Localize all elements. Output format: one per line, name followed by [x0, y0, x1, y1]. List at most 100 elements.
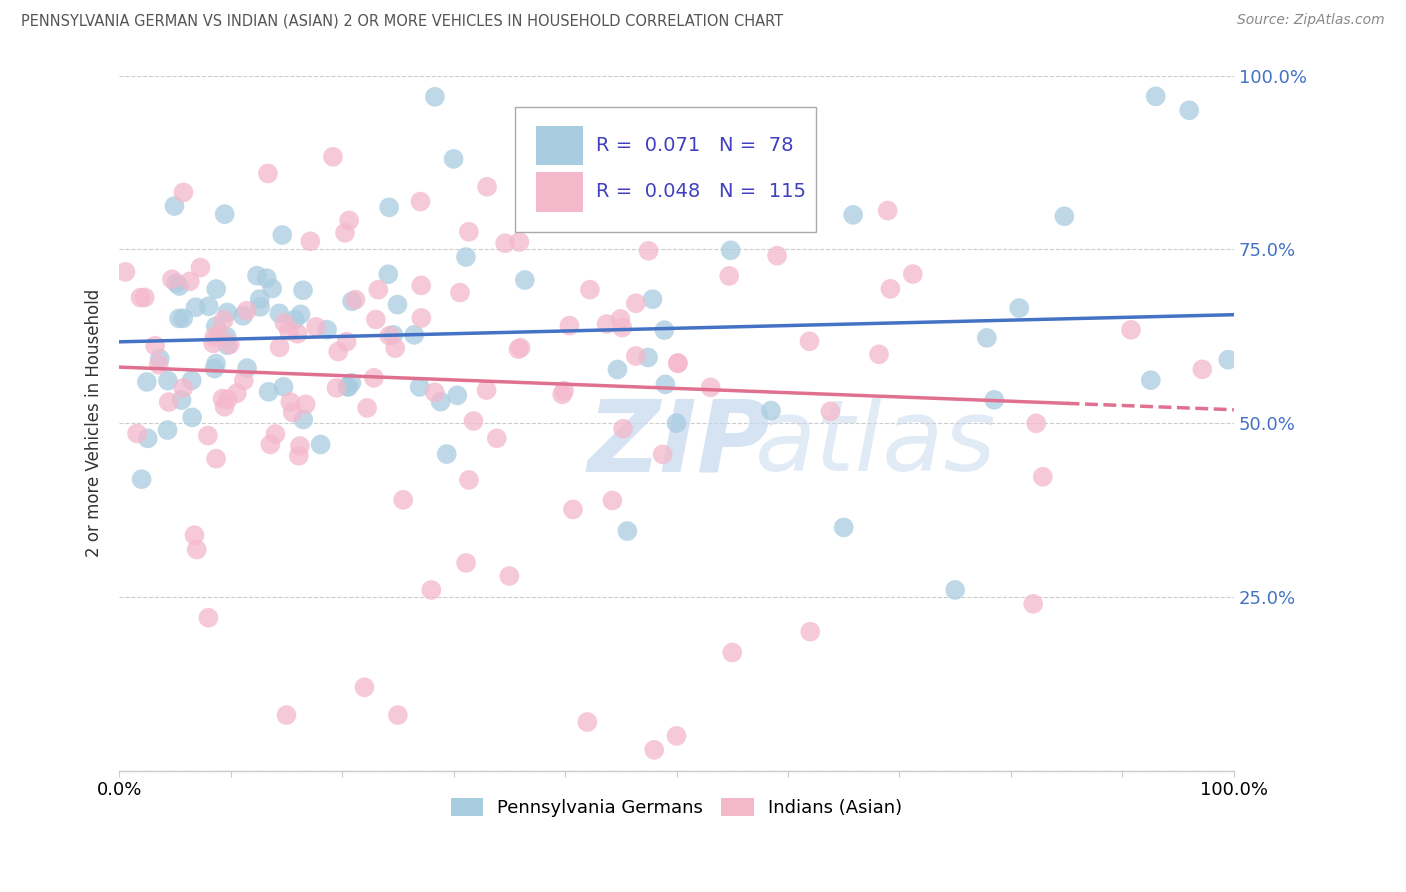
- Point: [666, 356, 689, 370]
- Point: [411, 278, 433, 293]
- Point: [114, 265, 136, 279]
- Point: [463, 414, 485, 428]
- Point: [353, 680, 375, 694]
- Point: [665, 416, 688, 430]
- Point: [832, 520, 855, 534]
- Point: [337, 380, 360, 394]
- Point: [316, 323, 339, 337]
- Point: [249, 292, 271, 306]
- Point: [190, 260, 212, 275]
- Point: [288, 449, 311, 463]
- Point: [204, 361, 226, 376]
- Point: [363, 371, 385, 385]
- Point: [169, 279, 191, 293]
- Point: [135, 375, 157, 389]
- Point: [720, 244, 742, 258]
- Point: [666, 356, 689, 370]
- Point: [643, 743, 665, 757]
- Point: [799, 624, 821, 639]
- Point: [553, 384, 575, 398]
- Point: [571, 189, 593, 203]
- Point: [382, 327, 405, 342]
- Point: [337, 213, 360, 227]
- Point: [202, 330, 225, 344]
- Point: [606, 362, 628, 376]
- Point: [1008, 301, 1031, 315]
- Point: [562, 502, 585, 516]
- Point: [1144, 89, 1167, 103]
- Point: [1032, 469, 1054, 483]
- Point: [180, 373, 202, 387]
- Point: [186, 542, 208, 557]
- Point: [156, 374, 179, 388]
- Point: [129, 291, 152, 305]
- Point: [378, 200, 401, 214]
- Point: [759, 403, 782, 417]
- Point: [172, 311, 194, 326]
- Point: [494, 236, 516, 251]
- Point: [766, 249, 789, 263]
- Point: [637, 351, 659, 365]
- Point: [508, 342, 530, 356]
- Point: [392, 492, 415, 507]
- FancyBboxPatch shape: [515, 107, 815, 232]
- Point: [551, 387, 574, 401]
- Point: [281, 405, 304, 419]
- Point: [148, 358, 170, 372]
- Point: [214, 207, 236, 221]
- Point: [624, 296, 647, 310]
- Point: [325, 381, 347, 395]
- Text: Source: ZipAtlas.com: Source: ZipAtlas.com: [1237, 13, 1385, 28]
- Point: [284, 312, 307, 326]
- Point: [1178, 103, 1201, 118]
- Point: [256, 271, 278, 285]
- Text: atlas: atlas: [755, 395, 997, 492]
- Point: [641, 292, 664, 306]
- Point: [576, 714, 599, 729]
- Point: [513, 273, 536, 287]
- Point: [125, 426, 148, 441]
- Point: [377, 267, 399, 281]
- Point: [208, 326, 231, 341]
- Point: [269, 340, 291, 354]
- Point: [876, 203, 898, 218]
- Point: [1140, 373, 1163, 387]
- Point: [609, 312, 631, 326]
- Point: [485, 431, 508, 445]
- Point: [246, 268, 269, 283]
- Point: [976, 331, 998, 345]
- Point: [429, 394, 451, 409]
- Y-axis label: 2 or more Vehicles in Household: 2 or more Vehicles in Household: [86, 289, 103, 558]
- Point: [249, 300, 271, 314]
- Point: [217, 392, 239, 407]
- Point: [612, 320, 634, 334]
- Point: [1022, 597, 1045, 611]
- Point: [264, 427, 287, 442]
- Point: [344, 293, 367, 307]
- Point: [172, 381, 194, 395]
- Text: PENNSYLVANIA GERMAN VS INDIAN (ASIAN) 2 OR MORE VEHICLES IN HOUSEHOLD CORRELATIO: PENNSYLVANIA GERMAN VS INDIAN (ASIAN) 2 …: [21, 13, 783, 29]
- Point: [654, 323, 676, 337]
- Point: [423, 90, 446, 104]
- Point: [356, 401, 378, 415]
- Point: [1119, 323, 1142, 337]
- Point: [197, 299, 219, 313]
- Point: [179, 274, 201, 288]
- Point: [423, 385, 446, 400]
- Point: [475, 383, 498, 397]
- Point: [276, 708, 298, 723]
- Point: [457, 225, 479, 239]
- Point: [498, 569, 520, 583]
- Point: [616, 524, 638, 538]
- Point: [273, 316, 295, 330]
- Point: [226, 386, 249, 401]
- Point: [799, 334, 821, 349]
- Point: [456, 556, 478, 570]
- Point: [197, 428, 219, 442]
- Point: [475, 179, 498, 194]
- Point: [367, 283, 389, 297]
- Point: [612, 422, 634, 436]
- Point: [273, 380, 295, 394]
- Point: [294, 397, 316, 411]
- Point: [558, 318, 581, 333]
